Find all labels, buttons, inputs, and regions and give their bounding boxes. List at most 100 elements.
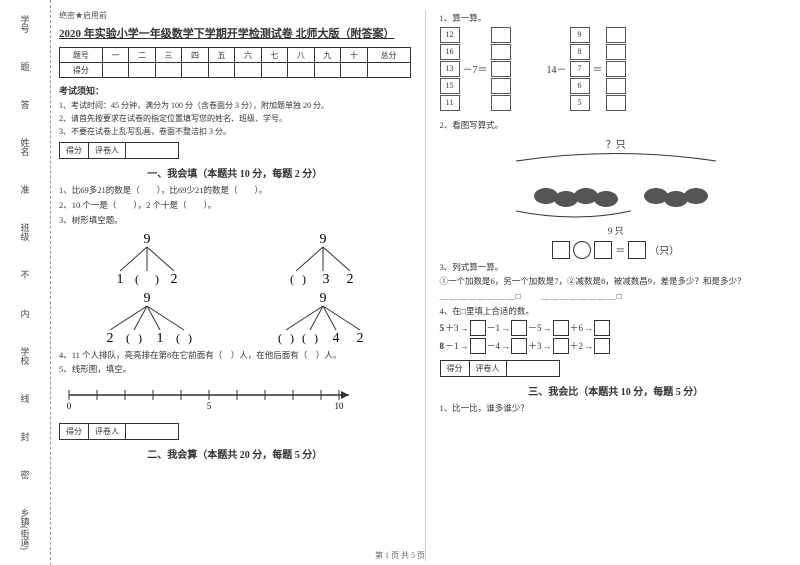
svg-text:2: 2 <box>170 272 177 286</box>
blank-cell <box>606 78 626 94</box>
blank-stack <box>606 27 626 111</box>
question: 1、比69多21的数是（ ），比69少21的数是（ ）。 <box>59 184 411 197</box>
exam-title: 2020 年实验小学一年级数学下学期开学检测试卷 北师大版（附答案） <box>59 25 411 41</box>
blank-circle <box>573 241 591 259</box>
th: 二 <box>129 48 155 63</box>
bind-mark: 内 <box>19 309 32 318</box>
th: 六 <box>235 48 261 63</box>
blank-cell <box>491 44 511 60</box>
stack-cell: 15 <box>440 78 460 94</box>
scorebox-cell <box>126 424 178 439</box>
svg-text:(: ( <box>290 272 294 286</box>
bind-mark: 密 <box>19 470 32 479</box>
blank-cell <box>491 78 511 94</box>
stack-cell: 13 <box>440 61 460 77</box>
svg-text:(: ( <box>278 331 282 345</box>
bind-mark: 不 <box>19 270 32 279</box>
svg-text:9: 9 <box>143 291 150 306</box>
svg-text:(: ( <box>302 331 306 345</box>
svg-text:9: 9 <box>319 232 326 247</box>
question: 3、树形填空题。 <box>59 214 411 227</box>
stack-cell: 7 <box>570 61 590 77</box>
svg-text:10: 10 <box>335 401 345 410</box>
page-footer: 第 1 页 共 5 页 <box>0 550 800 561</box>
question: 3、列式算一算。 <box>440 261 793 274</box>
th: 十 <box>341 48 367 63</box>
op: 14－ <box>547 61 567 76</box>
chain-2: 8 －1→ －4→ ＋3→ ＋2→ <box>440 338 793 354</box>
chain-op: ＋6 <box>570 321 584 334</box>
blank-square <box>511 338 527 354</box>
bind-mark: 题 <box>19 62 32 71</box>
question: 1、比一比，谁多谁少？ <box>440 402 793 415</box>
question: 5、线形图，填空。 <box>59 363 411 376</box>
stack-cell: 9 <box>570 27 590 43</box>
blank-square <box>553 338 569 354</box>
answer-line: ＿＿＿＿＿＿＿＿□ ＿＿＿＿＿＿＿＿□ <box>440 290 793 303</box>
svg-text:): ) <box>155 272 159 286</box>
blank-cell <box>491 95 511 111</box>
tree-svg: 9 2 ( ) 1 ( ) <box>92 290 202 345</box>
stack-cell: 8 <box>570 44 590 60</box>
svg-text:(: ( <box>126 331 130 345</box>
scorebox-cell: 得分 <box>60 424 89 439</box>
bind-label: 学校 <box>19 347 32 365</box>
scorebox-cell: 评卷人 <box>89 143 126 158</box>
th: 五 <box>208 48 234 63</box>
svg-text:2: 2 <box>356 331 363 345</box>
chain-op: －4 <box>487 339 501 352</box>
chain-start: 8 <box>440 341 445 351</box>
tree-diagrams-row2: 9 2 ( ) 1 ( ) 9 <box>59 290 411 345</box>
blank-cell <box>491 27 511 43</box>
scorebox-cell <box>507 361 559 376</box>
svg-text:(: ( <box>135 272 139 286</box>
binding-margin: 学号 题 答 姓名 准 班级 不 内 学校 线 封 密 乡镇(街道) <box>0 0 51 565</box>
chain-start: 5 <box>440 323 445 333</box>
chain-op: ＋2 <box>570 339 584 352</box>
right-column: 1、算一算。 12 16 13 15 11 －7＝ 1 <box>426 10 793 561</box>
question: 4、在□里填上合适的数。 <box>440 305 793 318</box>
svg-text:2: 2 <box>106 331 113 345</box>
bind-label: 学号 <box>19 15 32 33</box>
th: 三 <box>155 48 181 63</box>
blank-square <box>511 320 527 336</box>
blank-square <box>594 320 610 336</box>
bind-mark: 线 <box>19 394 32 403</box>
stack-cell: 5 <box>570 95 590 111</box>
bind-mark: 准 <box>19 185 32 194</box>
section-title: 二、我会算（本题共 20 分，每题 5 分） <box>59 446 411 461</box>
bind-label: 乡镇(街道) <box>19 508 32 550</box>
th: 九 <box>314 48 340 63</box>
svg-text:0: 0 <box>67 401 72 410</box>
svg-text:2: 2 <box>346 272 353 286</box>
blank-cell <box>606 27 626 43</box>
notice-item: 2、请首先按要求在试卷的指定位置填写您的姓名、班级、学号。 <box>59 113 411 126</box>
svg-text:1: 1 <box>156 331 163 345</box>
scorebox: 得分 评卷人 <box>59 142 179 159</box>
svg-text:(: ( <box>176 331 180 345</box>
stack-cell: 6 <box>570 78 590 94</box>
svg-text:5: 5 <box>207 401 212 410</box>
th: 总分 <box>367 48 410 63</box>
blank-stack <box>491 27 511 111</box>
svg-text:9: 9 <box>143 232 150 247</box>
calc-group: 12 16 13 15 11 －7＝ 14－ 9 <box>440 27 793 111</box>
bind-label: 姓名 <box>19 138 32 156</box>
bind-mark: 答 <box>19 100 32 109</box>
scorebox-cell: 得分 <box>441 361 470 376</box>
chain-op: ＋3 <box>445 321 459 334</box>
th: 题号 <box>60 48 103 63</box>
svg-text:4: 4 <box>332 331 339 345</box>
blank-square <box>553 320 569 336</box>
secret-label: 绝密★启用前 <box>59 10 411 21</box>
blank-square <box>470 320 486 336</box>
blank-cell <box>606 44 626 60</box>
scorebox: 得分 评卷人 <box>440 360 560 377</box>
th: 八 <box>288 48 314 63</box>
tree-svg: 9 ( ) 3 2 <box>278 231 368 286</box>
question: 4、11 个人排队，亮亮排在第8在它前面有（ ）人，在他后面有（ ）人。 <box>59 349 411 362</box>
chain-op: －1 <box>487 321 501 334</box>
stack-cell: 16 <box>440 44 460 60</box>
chain-1: 5 ＋3→ －1→ －5→ ＋6→ <box>440 320 793 336</box>
chain-op: －5 <box>528 321 542 334</box>
